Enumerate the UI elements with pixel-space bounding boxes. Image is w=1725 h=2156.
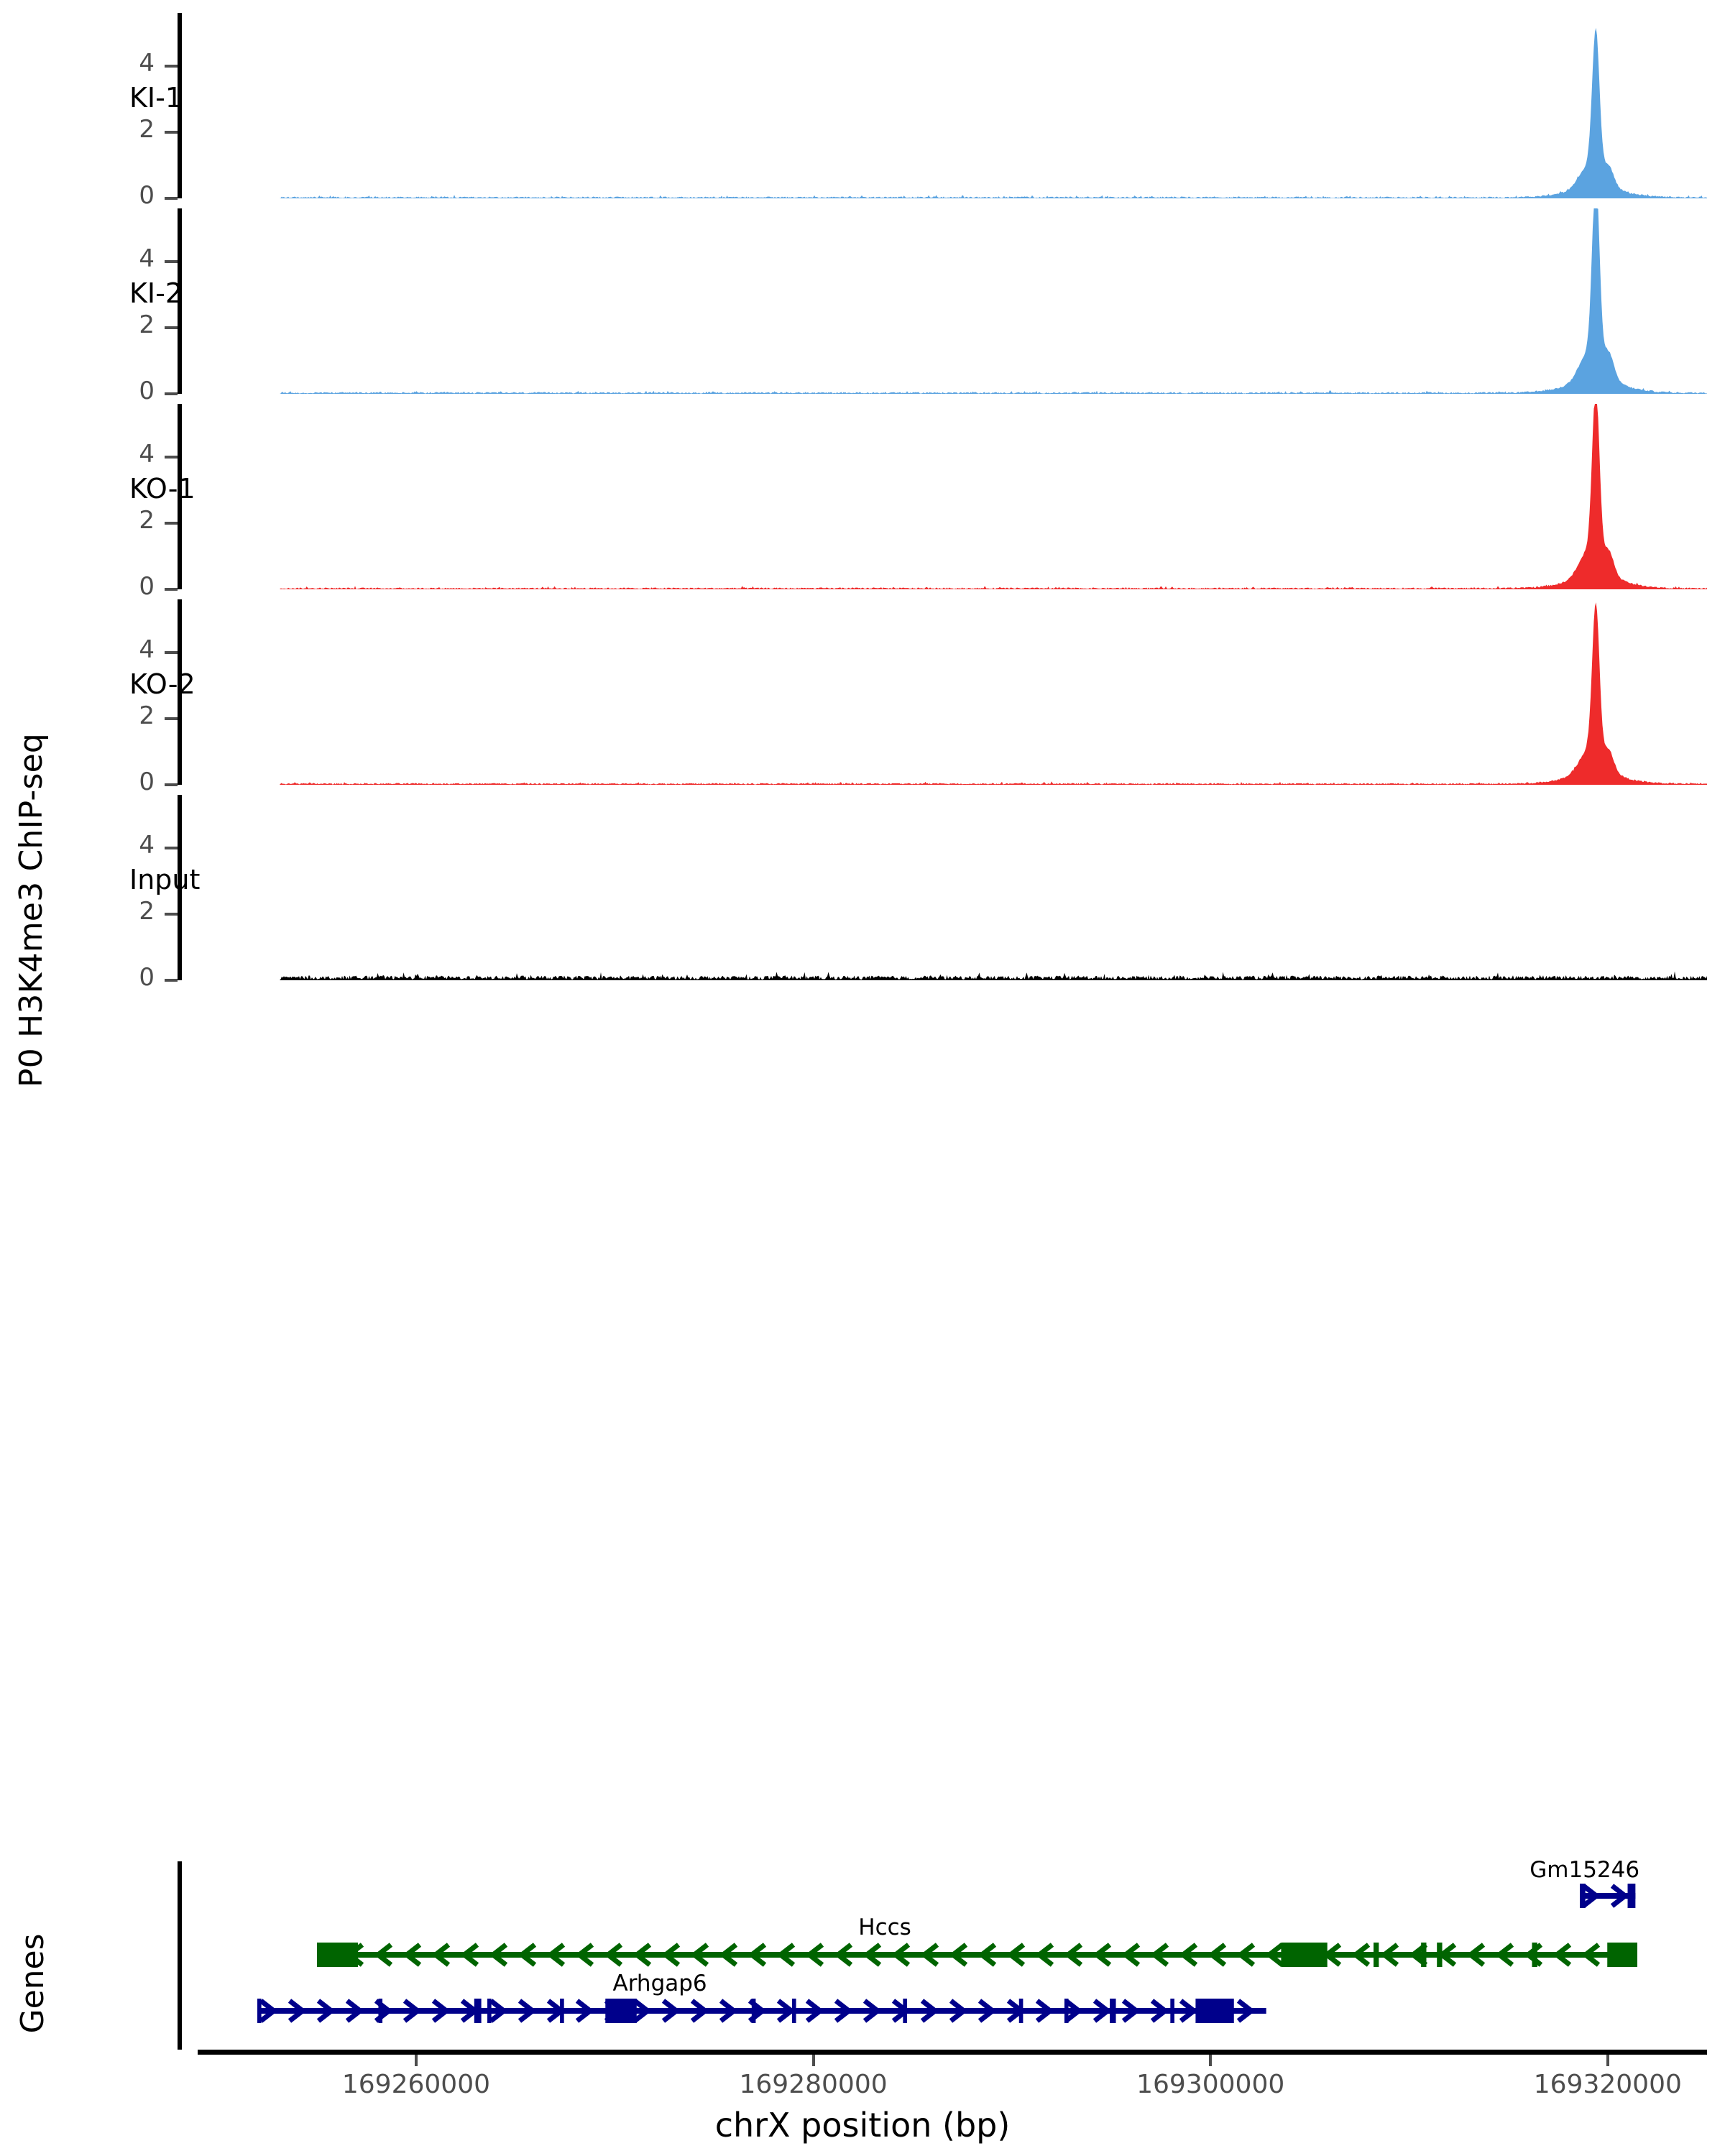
y-tick-label: 0 [139, 768, 155, 796]
x-tick-label: 169260000 [341, 2070, 490, 2099]
gene-gm15246[interactable] [1580, 1871, 1636, 1920]
y-tick [165, 130, 178, 134]
y-tick [165, 846, 178, 849]
y-tick [165, 783, 178, 786]
x-tick-label: 169300000 [1136, 2070, 1285, 2099]
track-panel-ki-1: 0 2 4 KI-1 [0, 13, 1725, 210]
y-tick [165, 912, 178, 916]
x-axis-line [198, 2050, 1707, 2055]
x-tick-label: 169280000 [739, 2070, 888, 2099]
gene-hccs[interactable] [316, 1930, 1638, 1979]
y-axis-spine [178, 795, 182, 980]
y-tick-label: 0 [139, 963, 155, 992]
y-tick-label: 4 [139, 635, 155, 664]
x-tick [1606, 2055, 1609, 2066]
y-axis-spine [178, 13, 182, 198]
track-label-ki-1: KI-1 [129, 81, 183, 114]
y-tick-label: 4 [139, 439, 155, 469]
track-label-ko-1: KO-1 [129, 472, 196, 505]
signal-area-ki-1 [198, 13, 1707, 198]
y-tick-label: 0 [139, 572, 155, 601]
x-tick [811, 2055, 815, 2066]
y-tick [165, 979, 178, 982]
genes-axis-title: Genes [14, 1933, 51, 2034]
y-axis-spine [178, 599, 182, 785]
y-tick-label: 0 [139, 377, 155, 405]
x-tick [414, 2055, 418, 2066]
y-tick-label: 2 [139, 310, 155, 339]
track-panel-input: 0 2 4 Input [0, 795, 1725, 992]
y-tick-label: 0 [139, 181, 155, 210]
track-label-ki-2: KI-2 [129, 277, 183, 309]
gene-label-arhgap6: Arhgap6 [612, 1971, 707, 1996]
y-tick-label: 2 [139, 896, 155, 926]
y-tick-label: 4 [139, 244, 155, 273]
gene-label-hccs: Hccs [858, 1915, 911, 1940]
gene-label-gm15246: Gm15246 [1530, 1857, 1640, 1883]
track-panel-ko-1: 0 2 4 KO-1 [0, 404, 1725, 601]
y-tick-label: 4 [139, 830, 155, 860]
y-tick-label: 2 [139, 114, 155, 144]
signal-area-ko-1 [198, 404, 1707, 589]
track-label-input: Input [129, 863, 201, 895]
x-tick-label: 169320000 [1533, 2070, 1682, 2099]
y-tick [165, 392, 178, 395]
y-tick [165, 588, 178, 591]
y-tick-label: 4 [139, 48, 155, 78]
y-tick [165, 650, 178, 654]
y-tick [165, 259, 178, 263]
y-tick [165, 197, 178, 200]
y-tick [165, 717, 178, 720]
signal-area-ko-2 [198, 599, 1707, 785]
signal-area-input [198, 795, 1707, 980]
track-panel-ko-2: 0 2 4 KO-2 [0, 599, 1725, 796]
y-tick [165, 521, 178, 525]
y-tick-label: 2 [139, 701, 155, 730]
y-axis-spine [178, 208, 182, 394]
x-axis-title: chrX position (bp) [714, 2106, 1011, 2145]
gene-arhgap6[interactable] [257, 1986, 1266, 2035]
genes-axis-spine [178, 1861, 182, 2050]
y-tick [165, 455, 178, 459]
y-tick [165, 326, 178, 329]
track-label-ko-2: KO-2 [129, 668, 196, 700]
y-tick-label: 2 [139, 505, 155, 535]
y-axis-spine [178, 404, 182, 589]
track-panel-ki-2: 0 2 4 KI-2 [0, 208, 1725, 405]
y-tick [165, 64, 178, 68]
x-tick [1209, 2055, 1213, 2066]
signal-area-ki-2 [198, 208, 1707, 394]
